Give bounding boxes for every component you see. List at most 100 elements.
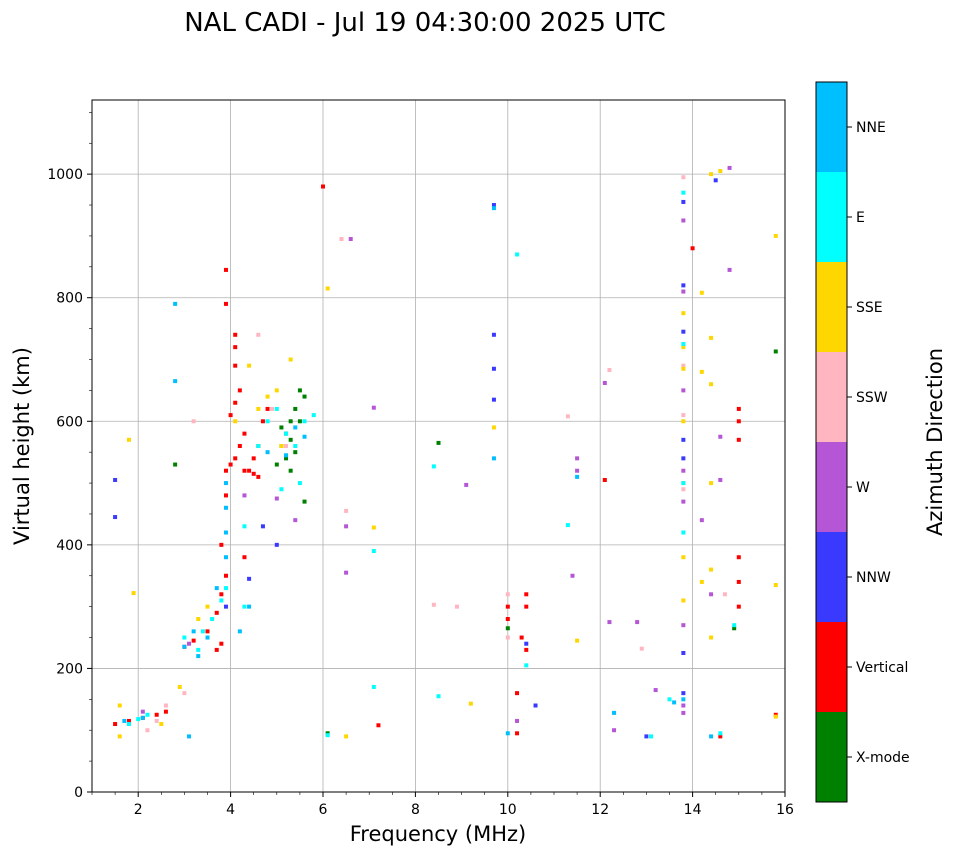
data-point xyxy=(376,723,381,728)
data-point xyxy=(145,712,150,717)
colorbar-label: Vertical xyxy=(856,660,908,676)
data-point xyxy=(163,709,168,714)
data-point xyxy=(371,525,376,530)
data-point xyxy=(325,733,330,738)
x-tick-label: 6 xyxy=(319,802,328,818)
series-vertical xyxy=(113,184,778,739)
data-point xyxy=(505,617,510,621)
azimuth-colorbar: X-mode Vertical NNW W SSW SSE E NNE xyxy=(816,82,910,802)
data-point xyxy=(233,332,238,337)
data-point xyxy=(191,419,196,424)
x-tick-label: 8 xyxy=(411,802,420,818)
data-point xyxy=(653,688,658,693)
data-point xyxy=(736,579,741,584)
data-point xyxy=(709,335,714,340)
data-point xyxy=(681,598,686,603)
data-point xyxy=(570,573,575,578)
data-point xyxy=(524,604,529,609)
data-point xyxy=(431,464,436,469)
data-point xyxy=(699,579,704,584)
data-point xyxy=(699,290,704,295)
data-point xyxy=(681,530,686,535)
data-point xyxy=(649,734,654,739)
data-point xyxy=(173,379,178,384)
data-point xyxy=(302,434,307,439)
colorbar-label: X-mode xyxy=(856,750,910,766)
data-point xyxy=(196,647,201,652)
data-point xyxy=(436,694,441,699)
data-point xyxy=(644,734,649,739)
data-point xyxy=(681,199,686,204)
x-axis-title: Frequency (MHz) xyxy=(350,822,526,846)
data-point xyxy=(371,405,376,410)
x-tick-label: 10 xyxy=(499,802,517,818)
series-e xyxy=(126,190,737,739)
data-point xyxy=(233,363,238,368)
data-point xyxy=(297,388,302,393)
data-point xyxy=(709,172,714,177)
data-point xyxy=(251,471,256,476)
data-point xyxy=(223,555,228,560)
data-point xyxy=(612,728,617,733)
data-point xyxy=(237,629,242,634)
data-point xyxy=(709,592,714,597)
data-point xyxy=(681,289,686,294)
data-point xyxy=(515,691,520,696)
data-point xyxy=(279,425,284,430)
data-point xyxy=(265,394,270,399)
colorbar-label: NNW xyxy=(856,570,891,586)
data-point xyxy=(191,638,196,643)
data-point xyxy=(159,722,164,727)
data-point xyxy=(260,419,265,424)
y-axis-title: Virtual height (km) xyxy=(10,347,34,545)
data-point xyxy=(348,237,353,242)
data-point xyxy=(575,468,580,473)
series-nnw xyxy=(113,178,718,739)
data-point xyxy=(154,718,159,723)
data-point xyxy=(681,413,686,418)
data-point xyxy=(773,349,778,354)
y-tick-label: 200 xyxy=(56,661,83,677)
y-tick-label: 400 xyxy=(56,538,83,554)
data-point xyxy=(681,175,686,180)
data-point xyxy=(293,518,298,523)
data-point xyxy=(681,190,686,195)
data-point xyxy=(274,406,279,411)
data-point xyxy=(219,598,224,603)
chart-title: NAL CADI - Jul 19 04:30:00 2025 UTC xyxy=(184,8,666,38)
data-point xyxy=(113,515,118,520)
data-point xyxy=(681,499,686,504)
colorbar-label: W xyxy=(856,480,870,496)
y-tick-label: 600 xyxy=(56,414,83,430)
data-point xyxy=(223,468,228,473)
data-point xyxy=(182,691,187,696)
series-nne xyxy=(122,206,714,739)
data-point xyxy=(196,654,201,659)
data-point xyxy=(773,714,778,719)
data-point xyxy=(288,419,293,424)
x-tick-label: 16 xyxy=(776,802,794,818)
x-tick-label: 2 xyxy=(134,802,143,818)
data-point xyxy=(284,431,289,436)
data-point xyxy=(288,468,293,473)
data-point xyxy=(214,610,219,615)
x-tick-label: 4 xyxy=(226,802,235,818)
data-point xyxy=(117,703,122,708)
data-point xyxy=(709,567,714,572)
data-point xyxy=(140,709,145,714)
data-point xyxy=(681,710,686,715)
data-point xyxy=(256,332,261,337)
data-point xyxy=(727,165,732,170)
data-point xyxy=(515,718,520,723)
data-point xyxy=(256,444,261,448)
data-point xyxy=(736,437,741,442)
colorbar-segment xyxy=(816,262,847,352)
series-sse xyxy=(117,169,778,739)
data-point xyxy=(122,718,127,723)
data-point xyxy=(223,481,228,486)
data-point xyxy=(223,505,228,510)
data-point xyxy=(228,462,233,467)
colorbar-segment xyxy=(816,172,847,262)
data-point xyxy=(187,734,192,739)
data-point xyxy=(233,419,238,424)
